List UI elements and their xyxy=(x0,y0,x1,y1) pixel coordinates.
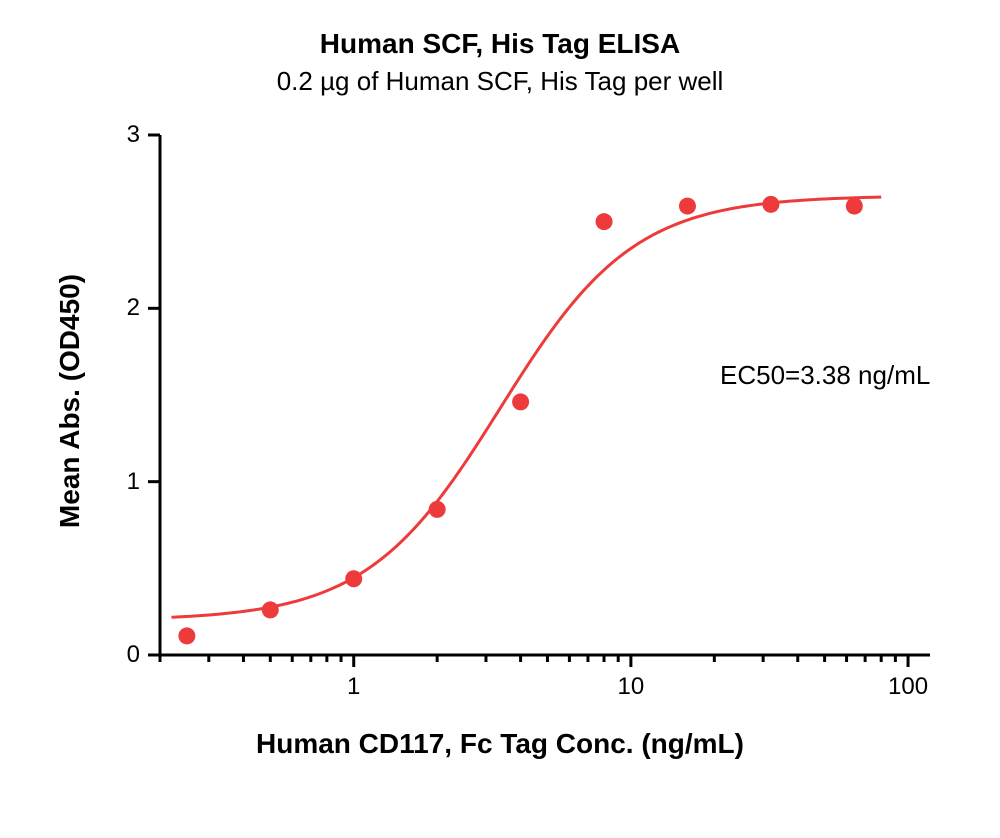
data-point xyxy=(429,501,446,518)
x-tick-label: 10 xyxy=(601,673,661,701)
data-point xyxy=(596,213,613,230)
ec50-annotation: EC50=3.38 ng/mL xyxy=(720,360,930,391)
x-axis-label: Human CD117, Fc Tag Conc. (ng/mL) xyxy=(0,728,1000,760)
x-tick-label: 100 xyxy=(878,673,938,701)
data-point xyxy=(178,627,195,644)
y-tick-label: 0 xyxy=(127,641,140,669)
data-point xyxy=(762,196,779,213)
data-point xyxy=(512,393,529,410)
data-point xyxy=(679,198,696,215)
chart-container: Human SCF, His Tag ELISA 0.2 µg of Human… xyxy=(0,0,1000,838)
y-tick-label: 2 xyxy=(127,294,140,322)
y-tick-label: 3 xyxy=(127,121,140,149)
data-point xyxy=(846,198,863,215)
data-point xyxy=(345,570,362,587)
y-tick-label: 1 xyxy=(127,468,140,496)
plot-area xyxy=(0,0,1000,838)
x-tick-label: 1 xyxy=(324,673,384,701)
data-point xyxy=(262,601,279,618)
